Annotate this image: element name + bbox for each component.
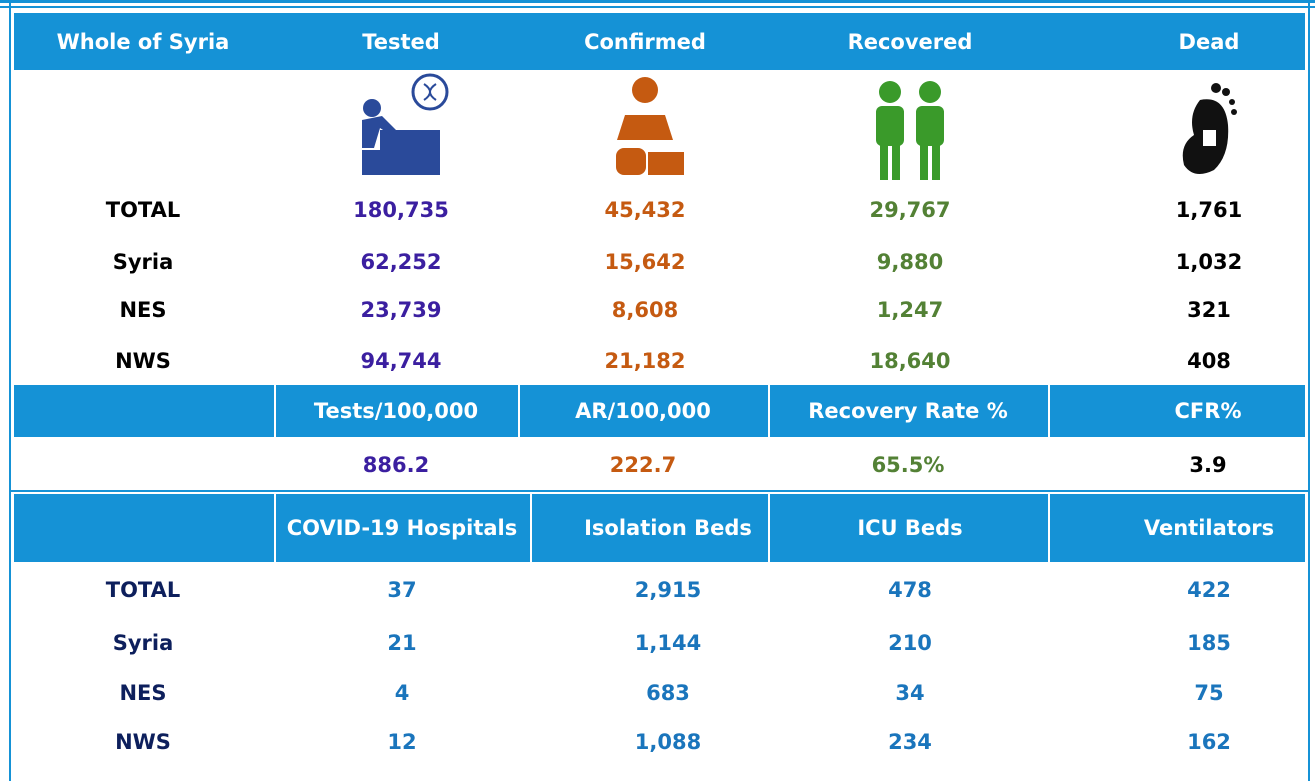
cell-value: 408 — [1187, 349, 1231, 373]
cell-divider — [1048, 494, 1050, 562]
cell-value: 478 — [888, 578, 932, 602]
column-header: COVID-19 Hospitals — [286, 516, 518, 540]
cell-value: 62,252 — [360, 250, 442, 274]
cell-value: 15,642 — [604, 250, 686, 274]
column-header: Isolation Beds — [584, 516, 752, 540]
cell-value: 18,640 — [869, 349, 951, 373]
cell-value: 210 — [888, 631, 932, 655]
cell-value: 23,739 — [360, 298, 442, 322]
cell-divider — [768, 494, 770, 562]
cell-value: 65.5% — [871, 453, 945, 477]
cell-value: 45,432 — [604, 198, 686, 222]
cell-value: 180,735 — [353, 198, 449, 222]
cell-value: 8,608 — [611, 298, 679, 322]
top-border — [0, 0, 1315, 3]
cell-value: 12 — [387, 730, 417, 754]
row-label: Syria — [112, 250, 174, 274]
row-label: NWS — [115, 730, 171, 754]
row-label: NES — [119, 681, 167, 705]
right-border — [1308, 0, 1310, 781]
column-header: Recovered — [847, 30, 973, 54]
cell-value: 422 — [1187, 578, 1231, 602]
tested-icon — [362, 73, 449, 175]
cell-value: 162 — [1187, 730, 1231, 754]
column-header: Tested — [362, 30, 440, 54]
cell-value: 234 — [888, 730, 932, 754]
header-bar — [14, 494, 1305, 562]
top-border — [0, 6, 1315, 8]
cell-value: 21,182 — [604, 349, 686, 373]
cell-value: 75 — [1194, 681, 1224, 705]
column-header: CFR% — [1174, 399, 1242, 423]
confirmed-icon — [616, 77, 684, 175]
cell-value: 1,088 — [634, 730, 702, 754]
cell-value: 1,032 — [1175, 250, 1243, 274]
icons — [362, 73, 1237, 180]
row-label: TOTAL — [105, 578, 181, 602]
cell-value: 9,880 — [876, 250, 944, 274]
cell-value: 2,915 — [634, 578, 702, 602]
cell-value: 29,767 — [869, 198, 951, 222]
column-header: Confirmed — [584, 30, 706, 54]
cell-value: 1,247 — [876, 298, 944, 322]
header-bar — [14, 13, 1305, 70]
column-header: Dead — [1178, 30, 1240, 54]
cell-divider — [518, 385, 520, 437]
divider — [11, 490, 1308, 492]
column-header: Ventilators — [1143, 516, 1275, 540]
column-header: Whole of Syria — [56, 30, 230, 54]
cell-value: 3.9 — [1189, 453, 1227, 477]
column-header: Tests/100,000 — [313, 399, 479, 423]
cell-value: 1,144 — [634, 631, 702, 655]
cell-value: 37 — [387, 578, 417, 602]
cell-value: 4 — [394, 681, 410, 705]
cell-value: 94,744 — [360, 349, 442, 373]
row-label: TOTAL — [105, 198, 181, 222]
cell-value: 185 — [1187, 631, 1231, 655]
cell-divider — [768, 385, 770, 437]
dead-icon — [1182, 83, 1237, 174]
cell-divider — [1048, 385, 1050, 437]
cell-value: 21 — [387, 631, 417, 655]
cell-value: 321 — [1187, 298, 1231, 322]
row-label: NWS — [115, 349, 171, 373]
cell-value: 1,761 — [1175, 198, 1243, 222]
cell-divider — [274, 494, 276, 562]
cell-divider — [530, 494, 532, 562]
cell-divider — [274, 385, 276, 437]
row-label: NES — [119, 298, 167, 322]
column-header: Recovery Rate % — [808, 399, 1008, 423]
header-bar — [14, 385, 1305, 437]
cell-value: 222.7 — [609, 453, 677, 477]
row-label: Syria — [112, 631, 174, 655]
cell-value: 34 — [895, 681, 925, 705]
left-border — [9, 0, 11, 781]
column-header: AR/100,000 — [575, 399, 711, 423]
recovered-icon — [876, 81, 944, 180]
cell-value: 886.2 — [362, 453, 430, 477]
cell-value: 683 — [646, 681, 690, 705]
column-header: ICU Beds — [857, 516, 963, 540]
